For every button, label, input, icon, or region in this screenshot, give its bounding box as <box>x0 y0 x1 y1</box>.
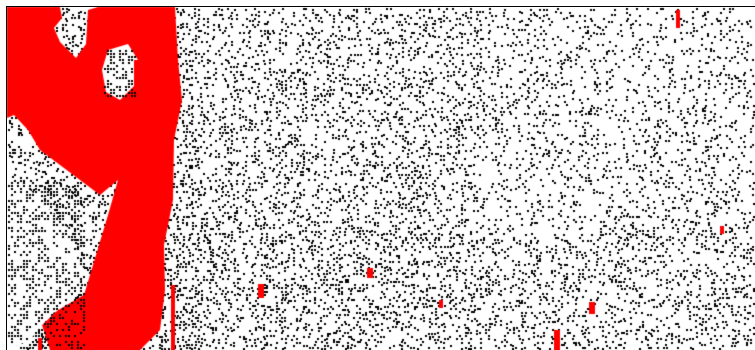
particle-field-canvas <box>0 0 755 350</box>
simulation-viewport <box>0 0 755 350</box>
